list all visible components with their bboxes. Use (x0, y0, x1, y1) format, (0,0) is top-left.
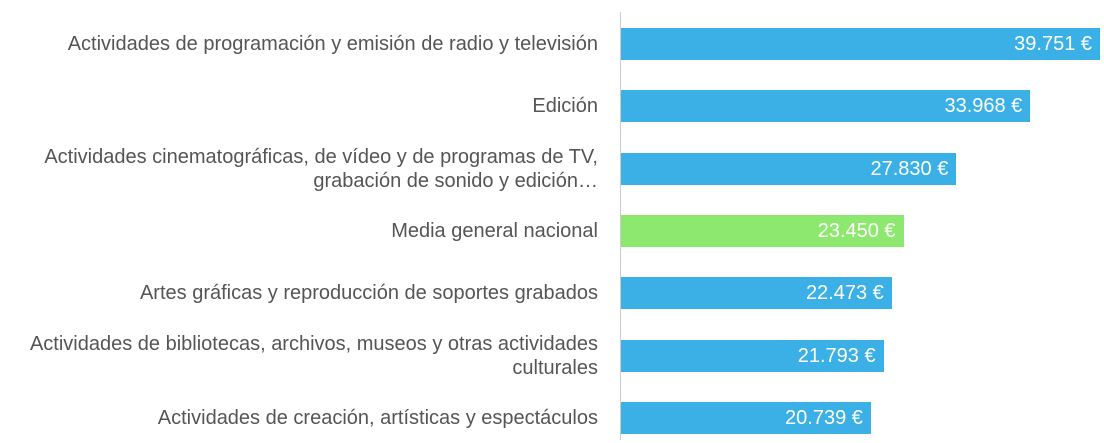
category-label: Actividades de bibliotecas, archivos, mu… (29, 332, 598, 379)
value-label: 27.830 € (870, 157, 949, 180)
category-label: Edición (532, 95, 598, 118)
category-label: Artes gráficas y reproducción de soporte… (139, 282, 598, 305)
value-label: 20.739 € (785, 406, 863, 429)
bar (621, 214, 904, 247)
bar (621, 28, 1100, 60)
category-label: Media general nacional (391, 219, 598, 242)
category-label: Actividades de creación, artísticas y es… (157, 406, 598, 429)
bar (621, 277, 892, 310)
bar (621, 152, 957, 185)
value-label: 23.450 € (817, 219, 896, 242)
category-label: Actividades cinematográficas, de vídeo y… (44, 145, 598, 192)
bar (621, 339, 884, 372)
value-label: 33.968 € (944, 95, 1023, 118)
category-label: Actividades de programación y emisión de… (67, 33, 598, 55)
value-label: 21.793 € (797, 344, 876, 367)
bar (621, 90, 1031, 123)
value-label: 39.751 € (1014, 33, 1092, 55)
value-label: 22.473 € (805, 282, 884, 305)
axis-line (620, 12, 621, 440)
bar (621, 401, 871, 434)
